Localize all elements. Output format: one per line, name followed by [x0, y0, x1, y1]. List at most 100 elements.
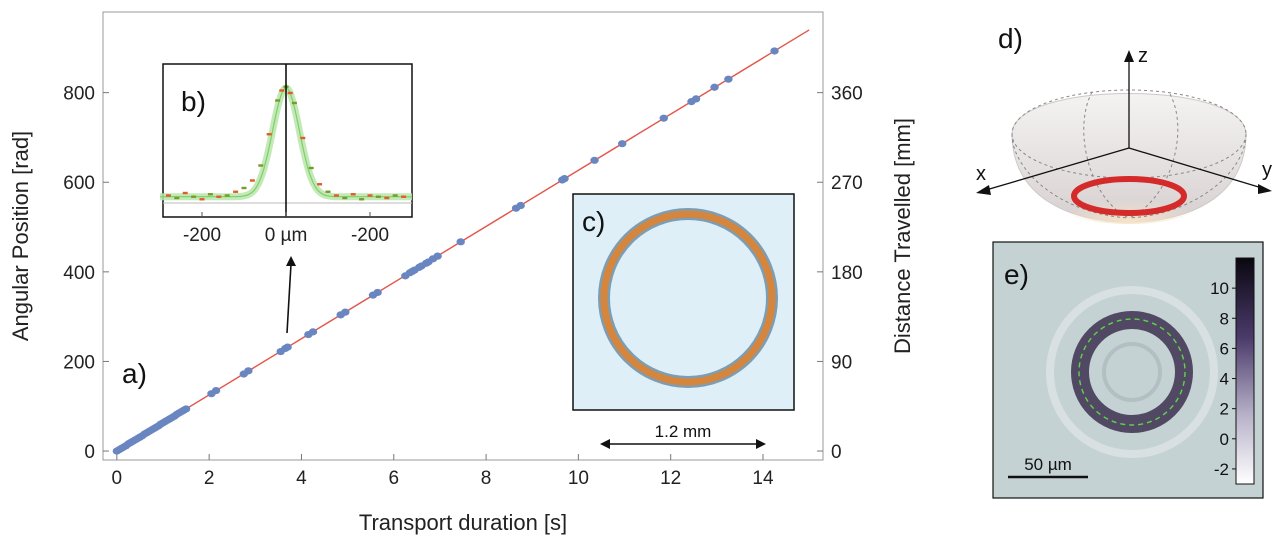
data-point [590, 156, 599, 164]
inset-b-point [367, 194, 373, 197]
inset-b-point [275, 99, 281, 102]
inset-b-point [300, 136, 306, 140]
y-tick-label: 400 [63, 263, 95, 284]
data-point [710, 83, 719, 91]
data-point [770, 47, 779, 55]
colorbar-tick-label: 6 [1220, 339, 1229, 358]
x-axis-label: Transport duration [s] [359, 510, 567, 535]
y-tick-label: 200 [63, 352, 95, 373]
inset-b-point [308, 166, 314, 170]
x-tick-label: 0 [112, 468, 123, 489]
panel-label-d: d) [998, 23, 1023, 54]
x-label: x [976, 163, 986, 185]
data-point [373, 288, 382, 297]
y-tick-label: 600 [63, 173, 95, 194]
x-axis-ticks: 0 2 4 6 8 10 12 14 [112, 454, 774, 489]
y2-tick-label: 90 [831, 352, 852, 373]
inset-b-point [384, 196, 390, 200]
y-axis-ticks: 0 200 400 600 800 [63, 84, 109, 463]
y-label: y [1262, 159, 1272, 181]
x-tick-label: 12 [660, 468, 681, 489]
data-point [724, 75, 733, 83]
inset-b-point [199, 198, 205, 201]
y2-tick-label: 0 [831, 442, 842, 463]
x-axis-3d [985, 147, 1130, 191]
colorbar-tick-label: 10 [1210, 279, 1229, 298]
colorbar [1235, 257, 1255, 485]
z-label: z [1138, 45, 1148, 67]
inset-b-point [224, 194, 230, 197]
y2-tick-label: 270 [831, 173, 863, 194]
panel-label-b: b) [181, 86, 206, 117]
inset-b-point [249, 179, 255, 182]
y-axis-3d [1128, 147, 1263, 189]
colorbar-tick-label: 0 [1220, 430, 1229, 449]
ring-halo [1046, 286, 1218, 458]
inset-b-tick-label: -200 [183, 225, 221, 246]
inset-b-point [375, 195, 381, 198]
colorbar-tick-label: 2 [1220, 400, 1229, 419]
inset-b-point [325, 190, 331, 193]
trap-surface [1011, 93, 1247, 223]
inset-b-point [216, 195, 222, 198]
data-point [516, 201, 525, 210]
data-point [341, 308, 350, 316]
inset-b-x-ticks: -200 0 µm -200 [183, 212, 389, 246]
inset-b-point [401, 195, 407, 198]
inset-b-point [279, 89, 285, 92]
ring-trap-d [1071, 176, 1187, 216]
data-point [283, 343, 292, 351]
data-point [560, 175, 569, 183]
x-tick-label: 6 [388, 468, 399, 489]
inset-b-point [287, 91, 293, 95]
z-axis-head [1124, 50, 1134, 62]
data-point [618, 140, 627, 148]
inset-b-point [392, 194, 398, 197]
inset-b-point [266, 133, 272, 136]
scale-arrow-left [600, 439, 610, 449]
inset-b-point [317, 183, 323, 186]
data-point [456, 238, 465, 246]
y2-axis-label: Distance Travelled [mm] [890, 118, 915, 354]
fit-circle-e [1078, 318, 1186, 426]
inset-b-point [182, 191, 188, 195]
data-point [659, 114, 668, 122]
inset-b-point [342, 196, 348, 200]
data-points [112, 47, 779, 455]
meridian-1 [1011, 133, 1130, 219]
data-point [181, 405, 191, 413]
inset-b-tick-label: 0 µm [265, 225, 308, 246]
inset-b-point [174, 196, 180, 200]
x-axis-head [976, 185, 991, 195]
x-tick-label: 14 [752, 468, 774, 489]
data-point [433, 252, 442, 260]
inset-b-point [241, 186, 247, 190]
x-tick-label: 8 [481, 468, 492, 489]
colorbar-ticks: 10 8 6 4 2 0 -2 [1210, 279, 1236, 479]
inset-b-point [258, 164, 264, 167]
y-axis-head [1258, 184, 1272, 194]
trap-glow [1059, 184, 1199, 224]
colorbar-tick-label: 4 [1220, 370, 1229, 389]
panel-label-c: c) [582, 206, 605, 237]
scale-label-c: 1.2 mm [655, 422, 712, 441]
panel-label-e: e) [1004, 259, 1029, 290]
inset-b-tick-label: -200 [351, 225, 389, 246]
scale-label-e: 50 µm [1024, 455, 1072, 474]
x-tick-label: 10 [568, 468, 589, 489]
arrow-head [286, 256, 296, 266]
scale-arrow-right [756, 439, 766, 449]
y-axis-label: Angular Position [rad] [8, 131, 33, 341]
data-point [691, 95, 701, 103]
inset-b-points [165, 85, 407, 201]
meridian-2 [1128, 133, 1247, 219]
data-point [211, 386, 221, 395]
inset-b-point [359, 198, 365, 201]
data-point [308, 328, 318, 336]
inset-b-point [191, 195, 197, 198]
inset-pointer-arrow [286, 263, 292, 334]
inset-b-point [233, 190, 239, 193]
panel-label-a: a) [122, 358, 147, 389]
inner-ring-e [1102, 342, 1162, 402]
